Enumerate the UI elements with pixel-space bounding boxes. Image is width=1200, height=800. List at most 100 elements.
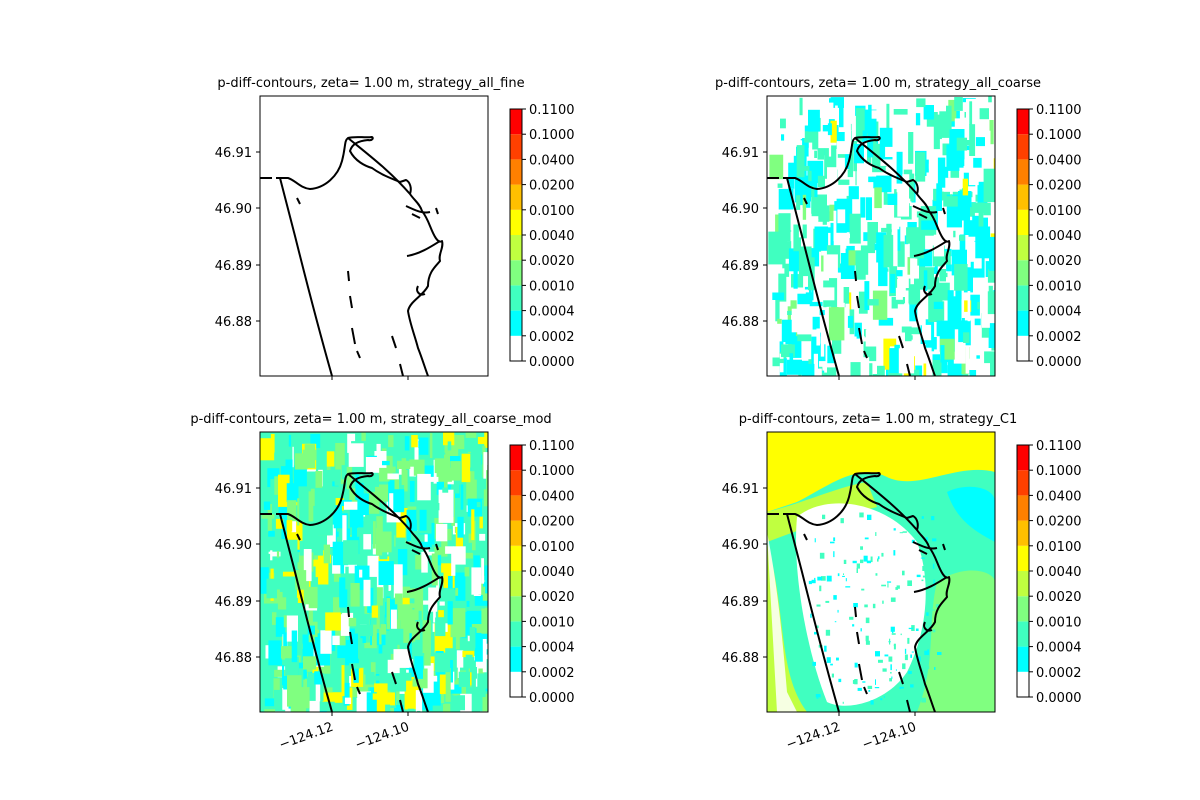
field-cell	[466, 600, 470, 607]
field-cell	[417, 710, 421, 712]
field-cell	[929, 579, 934, 584]
coastline	[416, 621, 426, 632]
field-cell	[902, 531, 907, 533]
field-cell	[845, 586, 851, 588]
field-cell	[433, 610, 436, 623]
field-cell	[812, 316, 820, 330]
field-cell	[975, 194, 978, 202]
field-cell	[478, 668, 488, 678]
field-cell	[819, 585, 822, 592]
field-cell	[350, 583, 360, 607]
y-tick-label: 46.90	[722, 202, 759, 217]
field-cell	[423, 663, 434, 693]
field-cell	[436, 467, 452, 482]
field-cell	[888, 656, 893, 662]
field-cell	[412, 709, 426, 712]
field-cell	[817, 175, 825, 188]
field-cell	[891, 633, 896, 635]
field-cell	[431, 507, 435, 515]
field-cell	[358, 624, 374, 637]
field-cell	[866, 560, 871, 564]
colorbar-tick-label: 0.1000	[529, 464, 575, 479]
field-cell	[810, 216, 819, 221]
field-cell	[923, 363, 927, 376]
field-cell	[849, 616, 854, 620]
colorbar-band	[1017, 209, 1029, 235]
field-cell	[936, 183, 942, 211]
coastline	[296, 533, 439, 712]
field-cell	[974, 318, 981, 326]
field-cell	[450, 461, 461, 481]
field-cell	[887, 581, 892, 583]
field-cell	[988, 176, 993, 185]
field-region	[947, 486, 995, 542]
field-cell	[353, 658, 359, 683]
field-cell	[862, 681, 866, 683]
field-cell	[882, 600, 884, 604]
field-cell	[890, 672, 892, 674]
field-cell	[379, 627, 382, 645]
colorbar-band	[1017, 159, 1029, 185]
field-cell	[315, 471, 323, 488]
colorbar-tick-label: 0.1000	[1036, 128, 1082, 143]
field-cell	[427, 522, 435, 545]
field-cell	[838, 179, 850, 185]
field-cell	[907, 257, 911, 275]
plot-area	[260, 432, 488, 712]
y-tick-label: 46.90	[215, 538, 252, 553]
field-cell	[457, 516, 464, 538]
field-cell	[860, 357, 870, 376]
field-cell	[853, 603, 858, 608]
field-cell	[840, 518, 844, 524]
field-cell	[342, 515, 347, 545]
field-cell	[852, 560, 857, 564]
field-cell	[967, 358, 982, 370]
field-cell	[859, 512, 864, 518]
field-cell	[264, 698, 275, 707]
field-cell	[863, 555, 868, 562]
field-cell	[342, 709, 355, 712]
field-cell	[822, 514, 826, 520]
field-layer	[767, 432, 995, 712]
colorbar-tick-label: 0.0004	[529, 641, 575, 656]
field-cell	[792, 122, 803, 128]
field-cell	[833, 595, 837, 600]
field-cell	[859, 182, 874, 198]
colorbar-tick-label: 0.0200	[529, 179, 575, 194]
field-cell	[827, 342, 835, 364]
field-cell	[890, 597, 896, 602]
field-cell	[317, 710, 327, 712]
field-cell	[867, 299, 879, 306]
colorbar-band	[510, 621, 522, 647]
field-cell	[975, 137, 985, 147]
field-cell	[810, 686, 816, 690]
field-cell	[867, 514, 872, 520]
field-cell	[443, 624, 453, 649]
field-cell	[482, 693, 488, 712]
coastline	[416, 285, 426, 296]
colorbar-band	[1017, 184, 1029, 210]
field-cell	[445, 668, 451, 702]
field-cell	[827, 367, 837, 376]
field-cell	[856, 567, 858, 573]
field-cell	[868, 176, 881, 189]
colorbar-tick-label: 0.1000	[529, 128, 575, 143]
field-cell	[802, 194, 807, 220]
field-cell	[856, 563, 860, 569]
field-cell	[877, 335, 882, 348]
field-cell	[308, 559, 320, 567]
colorbar-tick-label: 0.0004	[1036, 305, 1082, 320]
y-tick-label: 46.88	[722, 651, 759, 666]
field-cell	[364, 642, 373, 649]
field-cell	[457, 659, 460, 678]
colorbar-tick-label: 0.0002	[529, 666, 575, 681]
field-cell	[915, 372, 918, 376]
field-cell	[791, 336, 802, 358]
field-cell	[896, 151, 903, 184]
field-cell	[775, 295, 780, 322]
field-cell	[881, 552, 884, 557]
field-cell	[362, 636, 366, 643]
field-cell	[788, 162, 795, 189]
field-cell	[424, 711, 441, 712]
field-cell	[346, 528, 351, 543]
